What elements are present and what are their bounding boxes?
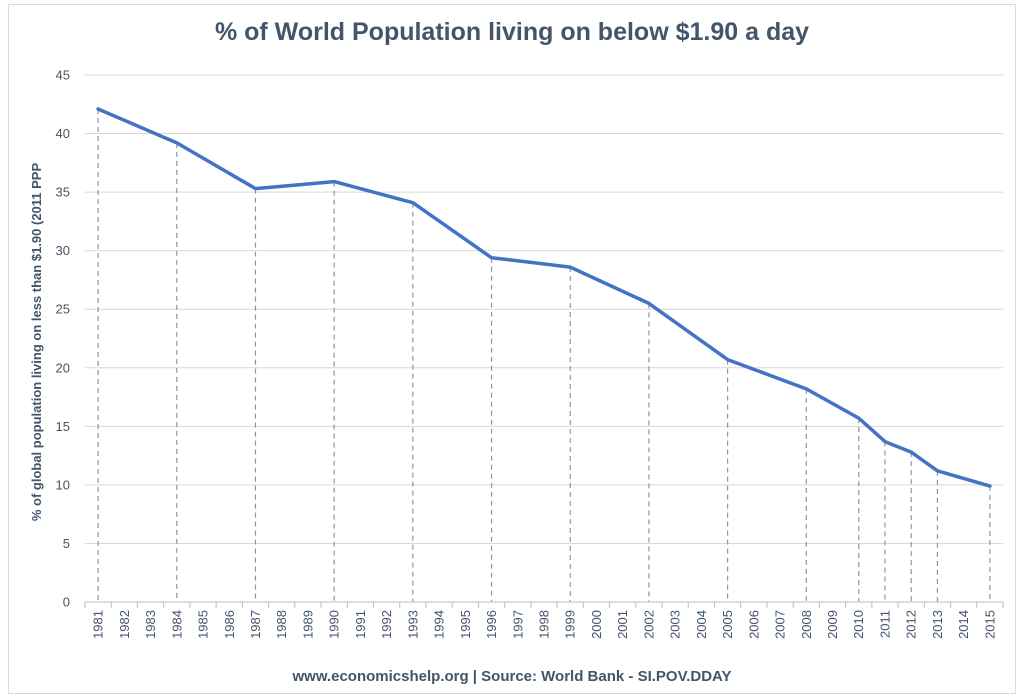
x-tick-label: 2000: [589, 610, 604, 639]
x-tick-label: 1997: [510, 610, 525, 639]
x-tick-label: 1998: [537, 610, 552, 639]
x-tick-label: 2012: [904, 610, 919, 639]
x-tick-label: 1999: [563, 610, 578, 639]
x-tick-label: 2010: [851, 610, 866, 639]
x-tick-label: 2013: [930, 610, 945, 639]
x-tick-label: 2004: [694, 610, 709, 639]
x-tick-label: 2009: [825, 610, 840, 639]
x-tick-label: 1981: [91, 610, 106, 639]
x-tick-label: 2008: [799, 610, 814, 639]
x-tick-label: 2002: [641, 610, 656, 639]
chart-title: % of World Population living on below $1…: [214, 18, 810, 46]
y-tick-label: 40: [56, 126, 70, 141]
y-tick-label: 35: [56, 185, 70, 200]
y-tick-label: 0: [63, 595, 70, 610]
x-tick-label: 1990: [327, 610, 342, 639]
y-tick-label: 20: [56, 360, 70, 375]
y-axis-ticks: 0 5 10 15 20 25 30 35 40 45: [56, 68, 70, 610]
x-tick-label: 1989: [300, 610, 315, 639]
x-tick-label: 1983: [143, 610, 158, 639]
x-tick-label: 2014: [956, 610, 971, 639]
x-tick-label: 1991: [353, 610, 368, 639]
x-tick-label: 2007: [773, 610, 788, 639]
y-tick-label: 25: [56, 302, 70, 317]
x-tick-label: 1985: [196, 610, 211, 639]
y-axis-label: % of global population living on less th…: [29, 163, 44, 522]
chart-frame: [8, 4, 1016, 694]
x-tick-label: 2005: [720, 610, 735, 639]
y-tick-label: 45: [56, 68, 70, 83]
x-tick-label: 2003: [668, 610, 683, 639]
x-tick-label: 1986: [222, 610, 237, 639]
x-tick-label: 1987: [248, 610, 263, 639]
x-tick-label: 1984: [169, 610, 184, 639]
x-tick-label: 1995: [458, 610, 473, 639]
x-tick-label: 1992: [379, 610, 394, 639]
x-tick-label: 2011: [877, 610, 892, 638]
x-tick-label: 2015: [982, 610, 997, 639]
gridlines: [85, 74, 1003, 544]
droplines: [97, 108, 991, 602]
x-tick-label: 1982: [117, 610, 132, 639]
y-tick-label: 10: [56, 477, 70, 492]
x-tick-label: 2001: [615, 610, 630, 639]
x-tick-label: 1994: [432, 610, 447, 639]
x-tick-label: 1996: [484, 610, 499, 639]
x-tick-label: 2006: [746, 610, 761, 639]
x-axis-ticks: 1981 1982 1983 1984 1985 1986 1987 1988 1989 1990…: [84, 602, 1004, 639]
source-note: www.economicshelp.org | Source: World Ba…: [292, 668, 732, 685]
x-tick-label: 1988: [274, 610, 289, 639]
x-tick-label: 1993: [405, 610, 420, 639]
y-tick-label: 15: [56, 419, 70, 434]
series-line: [96, 107, 992, 488]
y-tick-label: 30: [56, 243, 70, 258]
y-tick-label: 5: [63, 536, 70, 551]
